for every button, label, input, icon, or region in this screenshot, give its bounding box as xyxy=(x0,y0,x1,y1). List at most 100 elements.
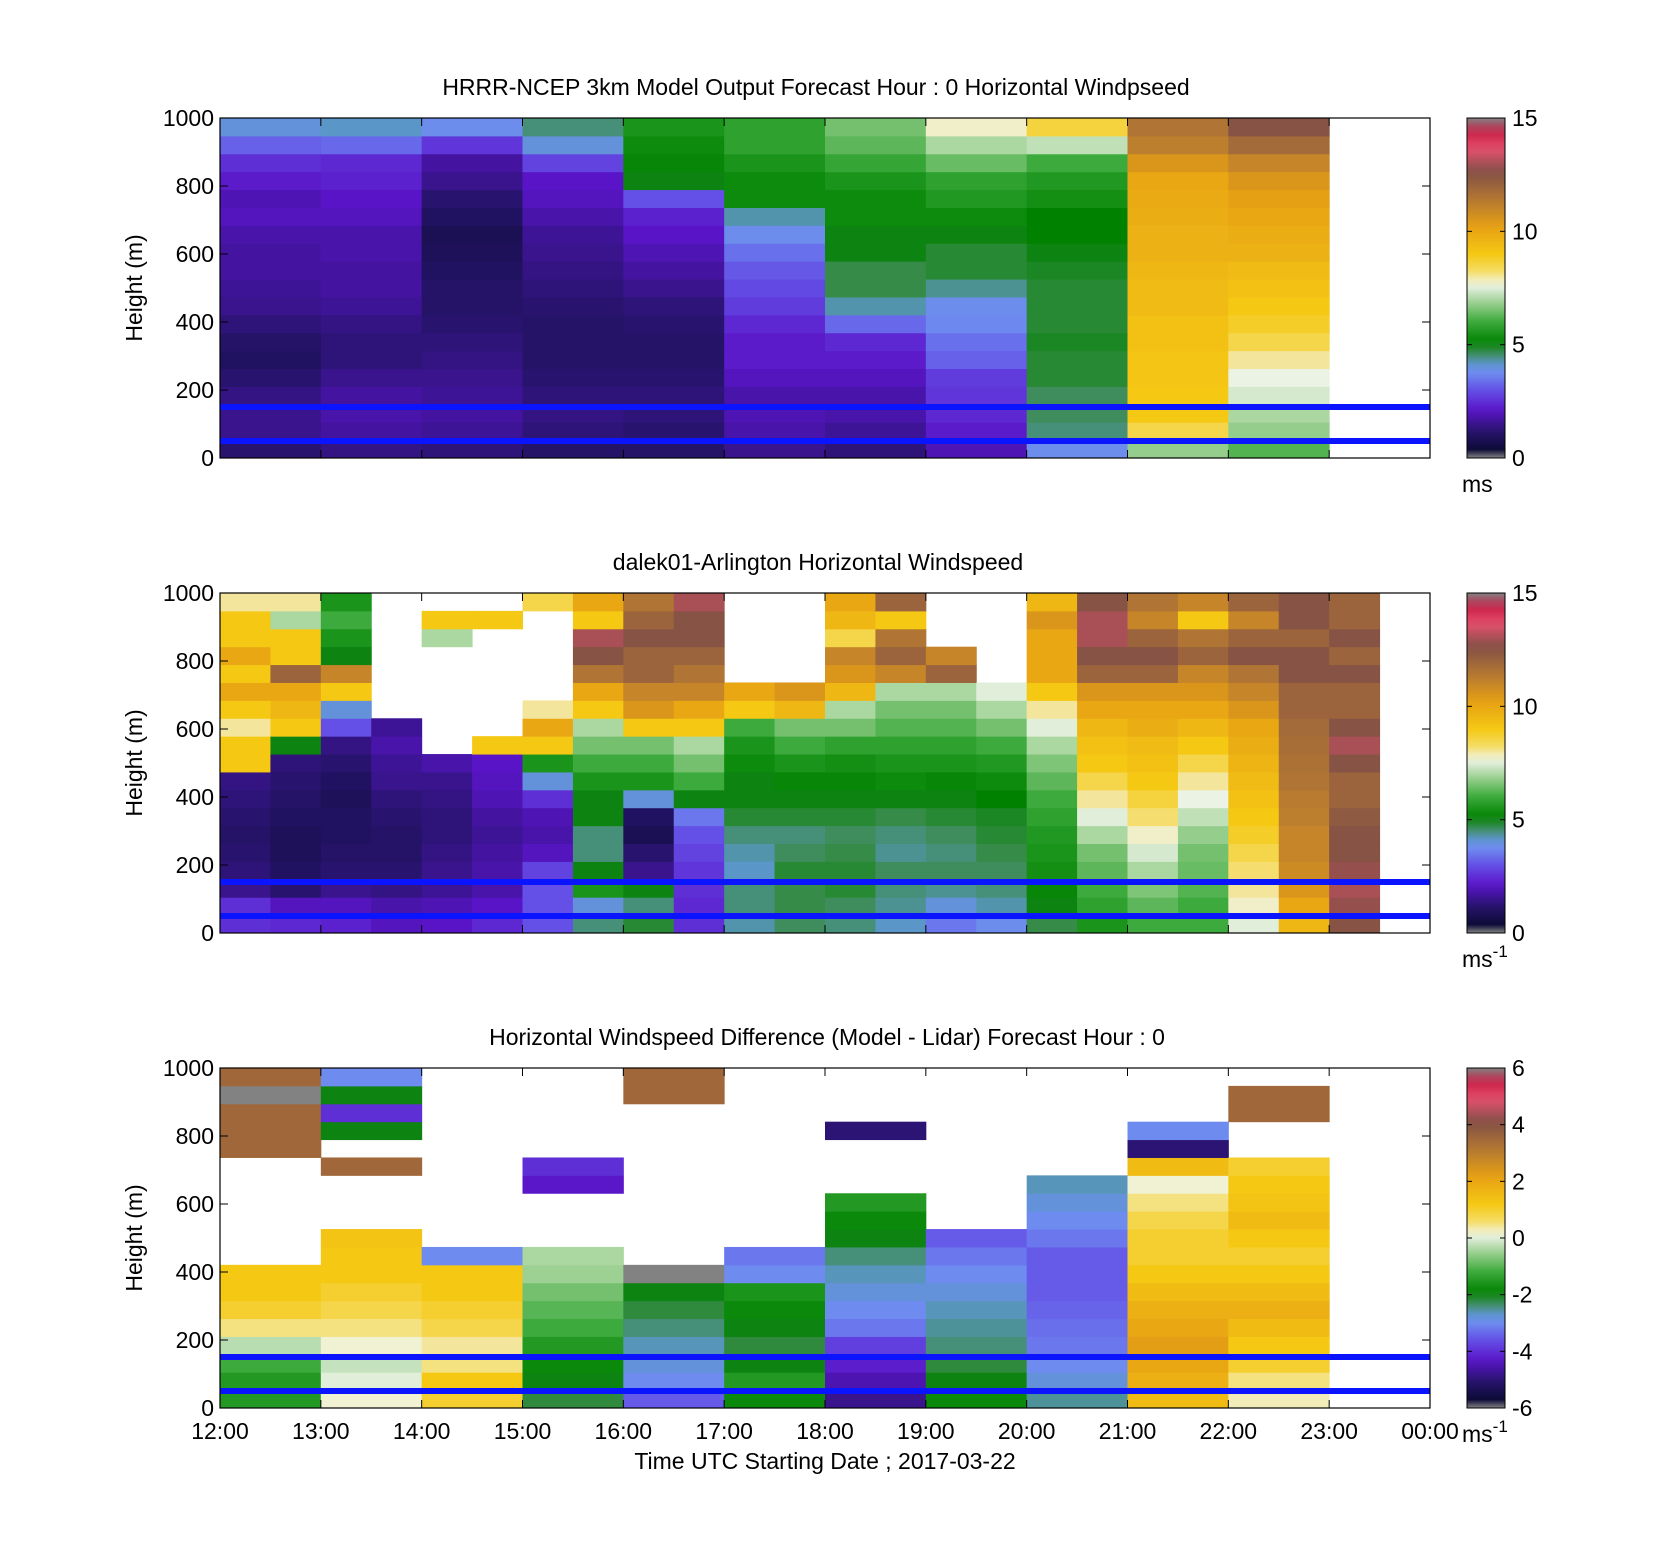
heat-cell xyxy=(1329,754,1381,773)
heat-cell xyxy=(925,771,977,791)
heat-cell xyxy=(522,700,574,719)
colorbar-tick-label: 10 xyxy=(1512,693,1538,719)
heat-cell xyxy=(774,807,826,827)
heat-cell xyxy=(1077,897,1128,916)
x-tick-label: 20:00 xyxy=(998,1418,1056,1444)
heat-cell xyxy=(421,332,523,352)
heat-cell xyxy=(1177,861,1229,880)
heat-cell xyxy=(623,153,725,173)
heat-cell xyxy=(1127,915,1179,934)
heat-cell xyxy=(1278,825,1330,845)
heat-cell xyxy=(825,1318,927,1337)
heat-cell xyxy=(1278,897,1330,916)
heat-cell xyxy=(623,440,725,459)
colorbar-tick-label: 5 xyxy=(1512,807,1525,833)
heat-cell xyxy=(522,1157,624,1176)
heat-cell xyxy=(623,700,675,719)
heat-cell xyxy=(724,754,776,773)
heat-cell xyxy=(1228,825,1280,845)
heat-cell xyxy=(320,861,372,880)
heat-cell xyxy=(1127,279,1229,298)
heat-cell xyxy=(270,754,322,773)
heat-cell xyxy=(673,915,725,934)
heat-cell xyxy=(320,718,372,737)
heat-cell xyxy=(1127,1229,1229,1248)
heat-cell xyxy=(1329,807,1381,827)
heat-cell xyxy=(925,1282,1028,1302)
heat-cell xyxy=(421,861,473,880)
heat-cell xyxy=(522,718,574,737)
heat-cell xyxy=(270,610,322,630)
heat-cell xyxy=(220,440,322,459)
heat-cell xyxy=(320,646,372,666)
heat-cell xyxy=(1329,861,1381,880)
heat-cell xyxy=(875,682,927,701)
heat-cell xyxy=(1228,718,1280,737)
heat-cell xyxy=(1026,440,1128,459)
heat-cell xyxy=(623,279,725,298)
heat-cell xyxy=(925,279,1028,298)
heat-cell xyxy=(724,279,826,298)
heat-cell xyxy=(421,1246,523,1266)
heat-cell xyxy=(1278,754,1330,773)
heat-cell xyxy=(421,915,473,934)
heat-cell xyxy=(472,807,523,827)
heat-cell xyxy=(875,789,927,809)
heat-cell xyxy=(825,1300,927,1320)
heat-cell xyxy=(825,700,876,719)
heat-cell xyxy=(522,189,624,208)
heat-cell xyxy=(1228,593,1280,612)
heat-cell xyxy=(421,261,523,280)
heat-cell xyxy=(976,754,1028,773)
heat-cell xyxy=(1127,153,1229,173)
heat-cell xyxy=(572,915,624,934)
heat-cell xyxy=(1228,207,1330,226)
heat-cell xyxy=(825,1193,927,1212)
x-axis xyxy=(219,118,1431,458)
heat-cell xyxy=(421,807,473,827)
heat-cell xyxy=(1177,646,1229,666)
heat-cell xyxy=(1228,1282,1330,1302)
heatmap-lidar xyxy=(220,593,1430,934)
heat-cell xyxy=(1329,771,1381,791)
heat-cell xyxy=(774,897,826,916)
heat-cell xyxy=(421,386,523,405)
heat-cell xyxy=(421,225,523,244)
heat-cell xyxy=(724,368,826,387)
heat-cell xyxy=(572,843,624,862)
heat-cell xyxy=(1278,736,1330,755)
heat-cell xyxy=(320,897,372,916)
heat-cell xyxy=(925,296,1028,316)
heat-cell xyxy=(1329,718,1381,737)
heat-cell xyxy=(825,1246,927,1266)
heat-cell xyxy=(976,897,1028,916)
heat-cell xyxy=(1278,610,1330,630)
heat-cell xyxy=(1228,754,1280,773)
x-tick-label: 00:00 xyxy=(1401,1418,1459,1444)
heat-cell xyxy=(925,736,977,755)
heat-cell xyxy=(1127,1264,1229,1284)
heat-cell xyxy=(421,135,523,155)
y-tick-label: 600 xyxy=(176,1191,214,1217)
heat-cell xyxy=(925,861,977,880)
heat-cell xyxy=(1329,789,1381,809)
heat-cell xyxy=(320,700,372,719)
heat-cell xyxy=(1329,610,1381,630)
heat-cell xyxy=(421,1390,523,1409)
heat-cell xyxy=(623,386,725,405)
colorbar-unit: ms-1 xyxy=(1462,1417,1508,1447)
heat-cell xyxy=(421,207,523,226)
x-tick-label: 12:00 xyxy=(191,1418,249,1444)
heat-cell xyxy=(623,1264,725,1284)
heat-cell xyxy=(220,314,322,334)
heat-cell xyxy=(320,1282,423,1302)
colorbar-tick-label: 2 xyxy=(1512,1168,1525,1194)
heat-cell xyxy=(673,897,725,916)
heat-cell xyxy=(825,225,927,244)
heat-cell xyxy=(623,1085,725,1105)
x-axis: 12:00 13:00 14:00 15:00 16:00 17:00 18:00 19:00… xyxy=(191,1068,1459,1444)
heat-cell xyxy=(1127,1318,1229,1337)
colorbar-unit-exponent: -1 xyxy=(1493,1417,1508,1436)
heat-cell xyxy=(1228,664,1280,683)
